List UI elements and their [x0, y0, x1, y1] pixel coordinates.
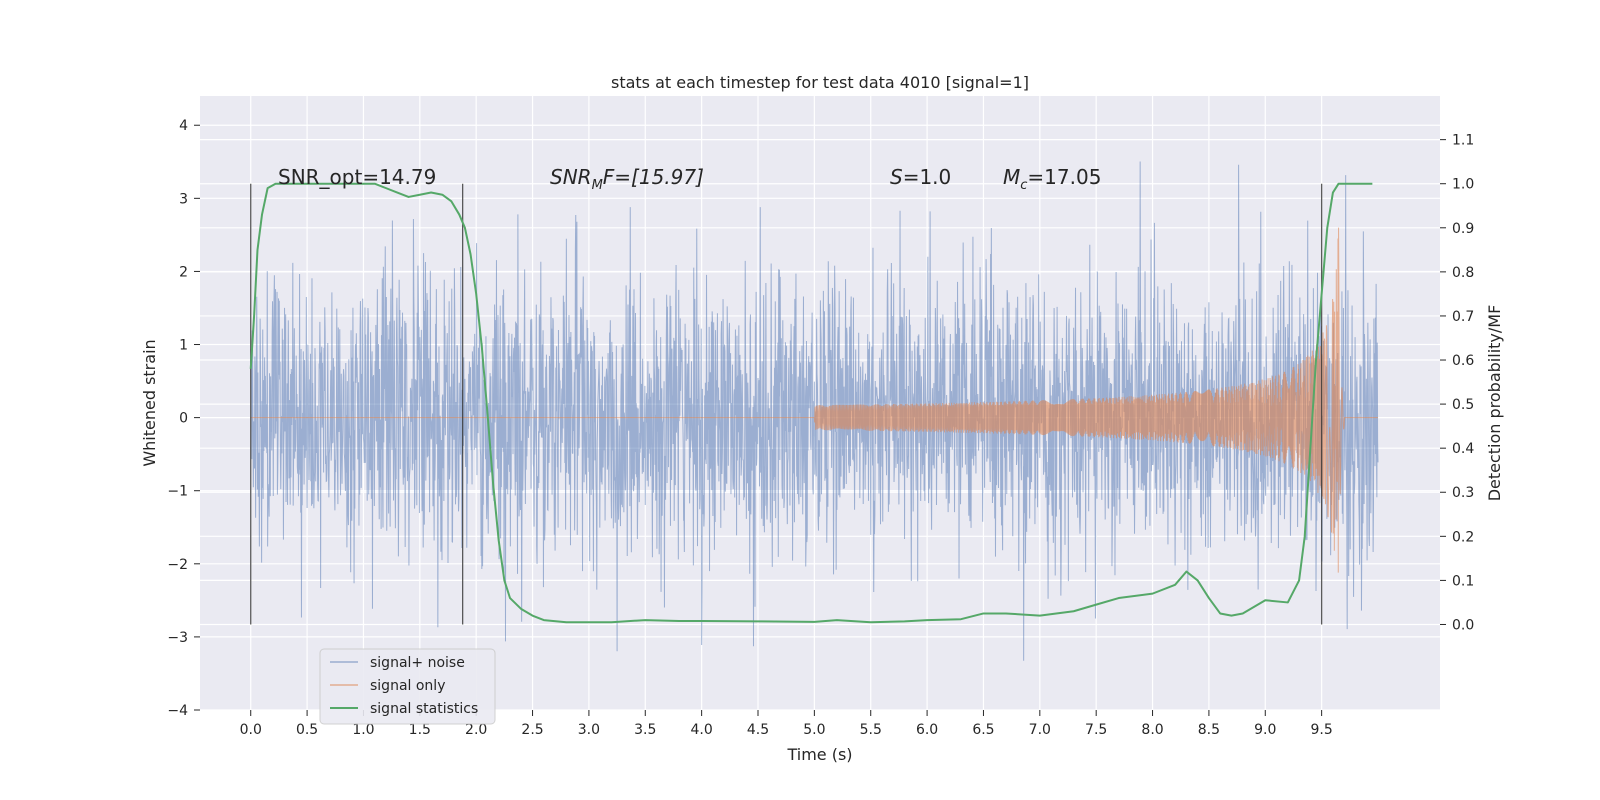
stats-series [249, 182, 1373, 624]
y-right-tick-label: 0.2 [1452, 529, 1474, 545]
x-tick-label: 6.5 [972, 722, 994, 738]
y-tick-label: 2 [179, 264, 188, 280]
y-tick-label: −1 [167, 484, 188, 500]
legend-label-signal: signal only [370, 678, 445, 694]
chart-title: stats at each timestep for test data 401… [611, 73, 1029, 92]
y-tick-label: 1 [179, 338, 188, 354]
x-axis-label: Time (s) [786, 745, 852, 764]
y-right-tick-label: 0.0 [1452, 617, 1474, 633]
x-tick-label: 2.0 [465, 722, 487, 738]
y-tick-label: 0 [179, 411, 188, 427]
x-tick-label: 3.5 [634, 722, 656, 738]
x-tick-label: 7.0 [1029, 722, 1051, 738]
y-right-tick-label: 0.8 [1452, 265, 1474, 281]
x-tick-label: 2.5 [521, 722, 543, 738]
y-tick-labels: 4 3 2 1 0 −1 −2 −3 −4 [167, 118, 200, 719]
y-right-tick-label: 1.0 [1452, 177, 1474, 193]
x-tick-label: 1.0 [352, 722, 374, 738]
annotation-s: S=1.0 [890, 165, 951, 189]
x-tick-label: 8.0 [1141, 722, 1163, 738]
x-tick-label: 7.5 [1085, 722, 1107, 738]
y-right-tick-label: 0.7 [1452, 309, 1474, 325]
s-label: S [890, 165, 903, 189]
y-right-tick-labels: 1.1 1.0 0.9 0.8 0.7 0.6 0.5 0.4 0.3 0.2 0.1 0.0 [1440, 133, 1474, 633]
x-tick-labels: 0.0 0.5 1.0 1.5 2.0 2.5 3.0 3.5 4.0 4.5 5.0 5.5 6.0 6… [240, 710, 1333, 738]
y-axis-label: Whitened strain [140, 339, 159, 466]
y-tick-label: 4 [179, 118, 188, 134]
x-tick-label: 9.5 [1311, 722, 1333, 738]
signal-line [250, 227, 1378, 573]
legend-label-noise: signal+ noise [370, 655, 465, 671]
y-tick-label: −2 [167, 557, 188, 573]
mc-value: =17.05 [1027, 165, 1101, 189]
x-tick-label: 5.0 [803, 722, 825, 738]
y-right-tick-label: 0.9 [1452, 221, 1474, 237]
y-tick-label: 3 [179, 191, 188, 207]
y-right-tick-label: 0.3 [1452, 485, 1474, 501]
snr-mf-base: SNR [550, 165, 592, 189]
noise-line [250, 161, 1379, 661]
x-tick-label: 1.5 [409, 722, 431, 738]
x-tick-label: 4.5 [747, 722, 769, 738]
annotation-snr-opt: SNR_opt=14.79 [278, 165, 436, 189]
annotation-snr-mf: SNRMF=[15.97] [550, 165, 704, 193]
signal-series [250, 227, 1378, 573]
x-tick-label: 9.0 [1254, 722, 1276, 738]
y-right-tick-label: 0.1 [1452, 573, 1474, 589]
x-tick-label: 3.0 [578, 722, 600, 738]
snr-mf-sub: M [592, 178, 603, 193]
snr-mf-rest: F=[15.97] [603, 165, 704, 189]
y-right-axis-label: Detection probability/MF [1485, 305, 1504, 502]
x-tick-label: 5.5 [860, 722, 882, 738]
noise-series [250, 161, 1379, 661]
vertical-markers [250, 183, 1323, 625]
y-right-tick-label: 1.1 [1452, 133, 1474, 149]
y-right-tick-label: 0.6 [1452, 353, 1474, 369]
legend-box [319, 648, 496, 725]
annotation-mc: Mc=17.05 [1003, 165, 1101, 193]
x-tick-label: 6.0 [916, 722, 938, 738]
mc-sub: c [1020, 178, 1027, 193]
legend-label-stats: signal statistics [370, 701, 478, 717]
s-value: =1.0 [903, 165, 952, 189]
y-tick-label: −3 [167, 630, 188, 646]
y-tick-label: −4 [167, 703, 188, 719]
x-tick-label: 0.5 [296, 722, 318, 738]
stats-line [249, 182, 1373, 624]
x-tick-label: 8.5 [1198, 722, 1220, 738]
x-tick-label: 4.0 [691, 722, 713, 738]
y-right-tick-label: 0.4 [1452, 441, 1474, 457]
y-right-tick-label: 0.5 [1452, 397, 1474, 413]
mc-base: M [1003, 165, 1020, 189]
legend: signal+ noise signal only signal statist… [319, 648, 496, 725]
x-tick-label: 0.0 [240, 722, 262, 738]
